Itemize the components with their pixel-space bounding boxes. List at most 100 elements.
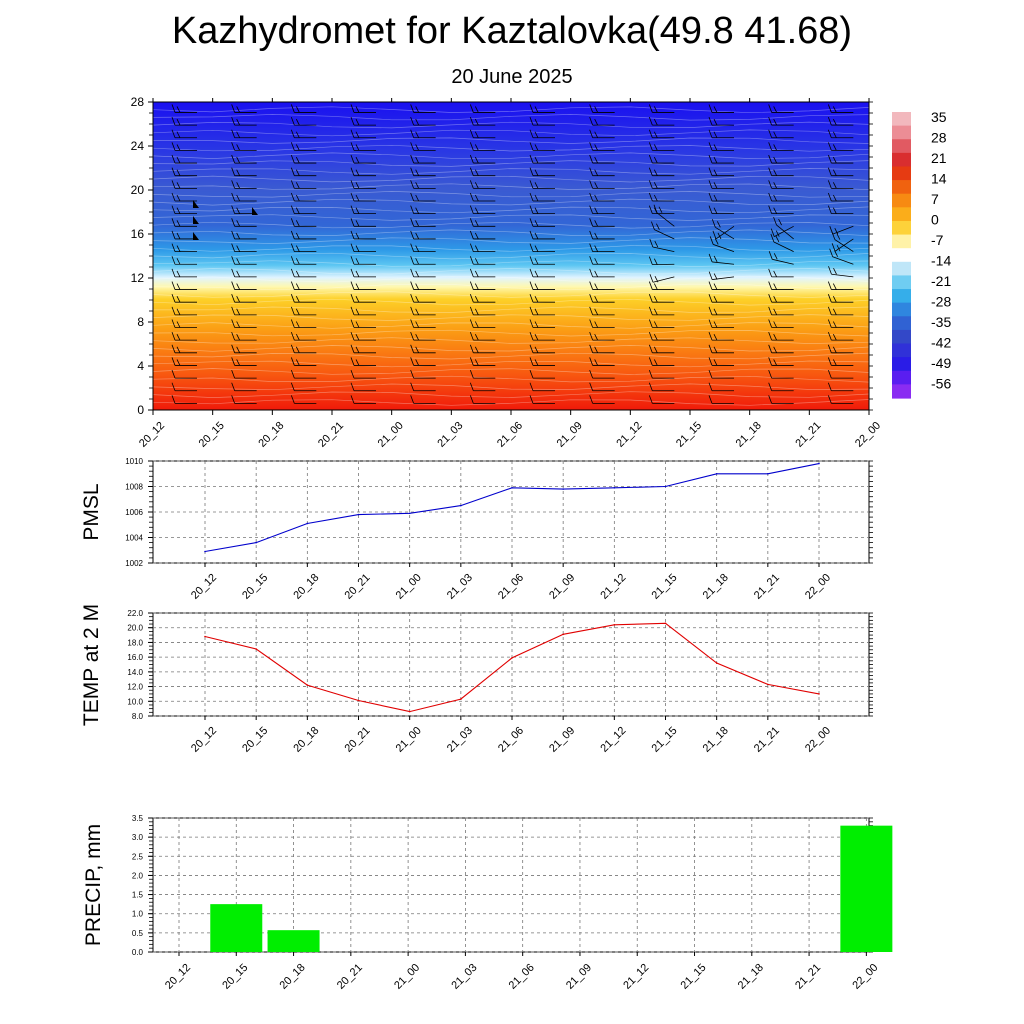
- wind-barb-flag: [713, 144, 718, 151]
- wind-barb-flag: [415, 258, 420, 265]
- wind-barb-flag: [651, 221, 655, 230]
- wind-barb-flag: [594, 283, 599, 290]
- wind-barb-flag: [589, 268, 594, 278]
- wind-barb-flag: [708, 306, 713, 315]
- x-tick-label: 20_15: [240, 725, 270, 755]
- colorbar-swatch: [892, 275, 911, 290]
- wind-barb-flag: [827, 344, 832, 353]
- wind-barb-flag: [773, 194, 778, 202]
- wind-barb-flag: [290, 167, 295, 176]
- isotherm-line: [152, 268, 870, 275]
- wind-barb-flag: [410, 332, 415, 341]
- isotherm-line: [152, 337, 870, 344]
- wind-barb-flag: [231, 116, 236, 126]
- wind-barb-flag: [534, 359, 539, 366]
- wind-barb-flag: [295, 321, 300, 328]
- wind-barb-flag: [773, 253, 778, 260]
- wind-barb-flag: [231, 294, 236, 303]
- wind-barb-flag: [236, 194, 241, 202]
- colorbar-swatch: [892, 180, 911, 195]
- wind-barb-flag: [355, 194, 360, 202]
- x-tick-label: 21_00: [376, 420, 406, 450]
- colorbar-label: -7: [931, 232, 944, 248]
- wind-barb-flag: [355, 346, 360, 353]
- colorbar-swatch: [892, 112, 911, 127]
- wind-barb-flag: [176, 169, 181, 176]
- isotherm-line: [152, 106, 870, 114]
- wind-barb-flag: [171, 369, 176, 379]
- wind-barb-flag: [708, 180, 713, 189]
- isotherm-line: [152, 260, 870, 267]
- x-tick-label: 21_21: [793, 420, 823, 450]
- wind-barb-flag: [648, 357, 653, 366]
- wind-barb-flag: [350, 268, 355, 278]
- wind-barb-flag: [716, 221, 721, 228]
- wind-barb-flag: [589, 129, 594, 138]
- wind-barb-flag: [708, 319, 713, 328]
- wind-barb-flag: [410, 344, 415, 353]
- wind-barb-flag: [768, 205, 773, 214]
- y-axis-label: TEMP at 2 M: [80, 604, 103, 726]
- wind-barb-flag: [827, 306, 832, 315]
- temperature-cross-section-panel: 0 4 8 12 16 20 24 28 20_12 20_15 20_18 20_21 21_00 21…: [131, 95, 883, 450]
- wind-barb-flag: [469, 306, 474, 315]
- y-tick-label: 1008: [125, 483, 143, 492]
- y-tick-label: 1.5: [132, 891, 144, 900]
- wind-barb-flag: [594, 156, 599, 164]
- wind-barb-flag: [410, 268, 415, 278]
- wind-barb-flag: [589, 192, 594, 202]
- wind-barb-flag: [529, 332, 534, 341]
- wind-barb-flag: [529, 268, 534, 278]
- wind-barb-flag: [832, 118, 837, 126]
- temp-2m-point: [460, 698, 462, 700]
- wind-barb-flag: [654, 240, 659, 248]
- wind-barb-flag: [594, 194, 599, 202]
- wind-barb-flag: [290, 256, 295, 265]
- wind-barb-flag: [594, 106, 599, 113]
- wind-barb-flag: [594, 220, 599, 227]
- wind-barb-flag: [768, 382, 773, 391]
- wind-barb-flag: [529, 192, 534, 202]
- wind-barb-flag: [176, 106, 181, 113]
- wind-barb-flag: [171, 180, 176, 189]
- wind-barb-flag: [290, 268, 295, 278]
- wind-barb-flag: [410, 243, 415, 252]
- x-tick-label: 20_15: [220, 962, 250, 992]
- x-tick-label: 21_18: [734, 420, 764, 450]
- wind-barb-flag: [534, 232, 539, 240]
- x-tick-label: 21_03: [445, 572, 475, 602]
- wind-barb: [656, 212, 675, 227]
- wind-barb-flag: [828, 266, 832, 275]
- wind-barb-flag: [355, 258, 360, 265]
- wind-barb-flag: [176, 308, 181, 316]
- y-tick-label: 1006: [125, 508, 143, 517]
- wind-barb-flag: [534, 308, 539, 316]
- wind-barb-flag: [529, 180, 534, 189]
- wind-barb-flag: [290, 218, 295, 227]
- isotherm-line: [152, 214, 870, 221]
- wind-barb-flag: [589, 344, 594, 353]
- wind-barb-flag: [355, 144, 360, 151]
- wind-barb: [832, 225, 854, 235]
- wind-barb-flag: [290, 357, 295, 366]
- wind-barb-flag: [834, 250, 839, 257]
- wind-barb-flag: [290, 116, 295, 126]
- wind-barb-flag: [768, 251, 773, 260]
- x-tick-label: 21_09: [547, 725, 577, 755]
- wind-barb-flag: [589, 369, 594, 379]
- wind-barb-flag: [832, 321, 837, 328]
- wind-barb-flag: [713, 194, 718, 202]
- wind-barb-flag: [469, 243, 474, 252]
- wind-barb-flag: [415, 321, 420, 328]
- isotherm-line: [152, 137, 870, 144]
- x-tick-label: 21_12: [621, 962, 651, 992]
- wind-barb-flag: [658, 206, 663, 213]
- wind-barb-flag: [415, 283, 420, 290]
- x-tick-label: 21_21: [752, 725, 782, 755]
- wind-barb-flag: [176, 182, 181, 189]
- wind-barb-flag: [589, 319, 594, 328]
- wind-barb-flag: [653, 308, 658, 316]
- wind-barb-flag: [653, 182, 658, 189]
- wind-barb-flag: [231, 306, 236, 315]
- wind-barb-flag: [355, 169, 360, 176]
